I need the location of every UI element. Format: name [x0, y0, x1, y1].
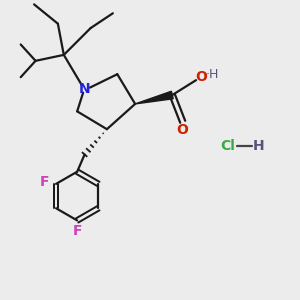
Polygon shape: [135, 91, 173, 104]
Text: N: N: [79, 82, 90, 96]
Text: O: O: [176, 123, 188, 137]
Text: ·H: ·H: [206, 68, 219, 81]
Text: H: H: [253, 139, 264, 152]
Text: Cl: Cl: [220, 139, 235, 152]
Text: F: F: [72, 224, 82, 238]
Text: F: F: [40, 176, 50, 189]
Text: O: O: [196, 70, 207, 84]
